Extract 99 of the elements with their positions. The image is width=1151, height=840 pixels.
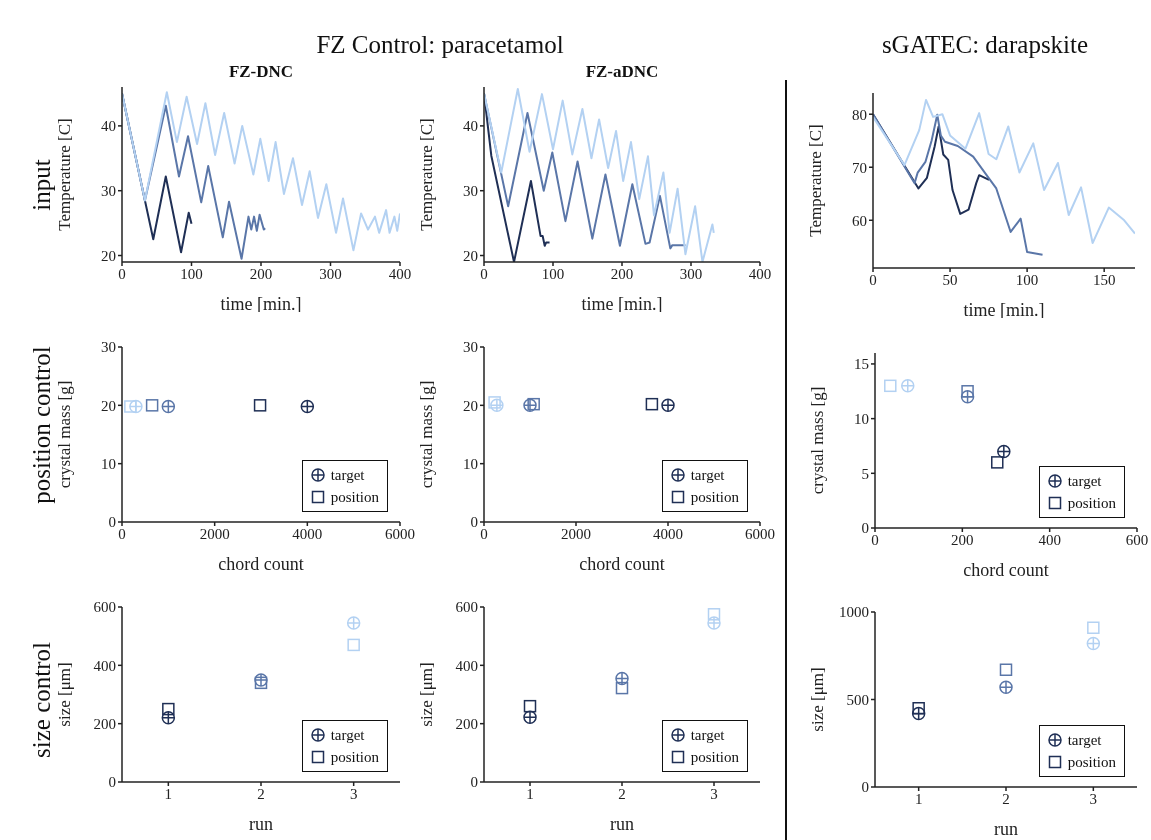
x-axis-title: run <box>249 814 273 834</box>
y-tick-label: 600 <box>93 599 116 616</box>
y-tick-label: 70 <box>852 159 867 176</box>
x-tick-label: 2 <box>257 785 265 802</box>
y-tick-label: 500 <box>846 691 869 708</box>
y-tick-label: 200 <box>455 715 478 732</box>
y-tick-label: 10 <box>854 410 869 427</box>
y-tick-label: 40 <box>101 118 116 135</box>
y-tick-label: 600 <box>455 599 478 616</box>
legend-label: target <box>330 466 365 485</box>
chart-title: sGATEC: darapskite <box>881 31 1089 59</box>
x-tick-label: 4000 <box>292 525 323 542</box>
legend-label: position <box>330 488 379 507</box>
legend-label: position <box>690 488 739 507</box>
x-tick-label: 6000 <box>745 525 775 542</box>
y-tick-label: 15 <box>854 356 869 373</box>
y-tick-label: 5 <box>861 465 869 482</box>
chart-title: FZ-DNC <box>228 62 294 82</box>
legend-label: target <box>1067 731 1102 750</box>
x-tick-label: 4000 <box>653 525 683 542</box>
x-tick-label: 100 <box>1015 271 1039 288</box>
chart-title: FZ-aDNC <box>585 62 659 82</box>
x-tick-label: 3 <box>1089 790 1098 807</box>
y-tick-label: 400 <box>93 657 116 674</box>
y-axis-title: size [μm] <box>55 662 75 727</box>
y-axis-title: crystal mass [g] <box>808 386 828 495</box>
x-tick-label: 400 <box>748 265 772 282</box>
y-axis-title: Temperature [C] <box>806 124 826 237</box>
y-axis-title: size [μm] <box>808 667 828 732</box>
x-tick-label: 200 <box>249 265 273 282</box>
y-axis-title: size [μm] <box>417 662 437 727</box>
y-tick-label: 0 <box>108 774 116 791</box>
legend-label: target <box>690 726 725 745</box>
x-tick-label: 3 <box>349 785 358 802</box>
x-tick-label: 3 <box>710 785 718 802</box>
y-axis-title: Temperature [C] <box>55 118 75 231</box>
legend-label: target <box>690 466 725 485</box>
text: position control <box>28 346 56 504</box>
x-axis-title: run <box>610 814 634 834</box>
y-tick-label: 0 <box>470 774 478 791</box>
x-tick-label: 150 <box>1092 271 1116 288</box>
x-axis-title: run <box>994 819 1018 839</box>
x-axis-title: time [min.] <box>220 294 302 314</box>
y-tick-label: 0 <box>470 514 478 531</box>
legend-label: position <box>330 748 379 767</box>
y-tick-label: 0 <box>108 514 116 531</box>
y-tick-label: 20 <box>101 247 116 264</box>
y-tick-label: 30 <box>101 339 116 356</box>
y-tick-label: 20 <box>101 397 116 414</box>
x-axis-title: chord count <box>963 560 1049 580</box>
legend-label: target <box>330 726 365 745</box>
y-tick-label: 30 <box>101 183 116 200</box>
y-tick-label: 1000 <box>839 604 869 621</box>
x-tick-label: 300 <box>319 265 342 282</box>
x-tick-label: 300 <box>679 265 703 282</box>
y-tick-label: 40 <box>463 118 478 135</box>
x-tick-label: 50 <box>942 271 958 288</box>
y-tick-label: 30 <box>463 339 478 356</box>
x-tick-label: 2 <box>1002 790 1010 807</box>
legend-label: target <box>1067 472 1102 491</box>
x-tick-label: 1 <box>164 785 173 802</box>
line-series <box>122 91 400 252</box>
legend-label: position <box>1067 753 1116 772</box>
x-axis-title: chord count <box>579 554 665 574</box>
x-axis-title: time [min.] <box>963 300 1045 320</box>
x-tick-label: 200 <box>610 265 634 282</box>
x-tick-label: 100 <box>541 265 565 282</box>
legend-label: position <box>1067 494 1116 513</box>
x-tick-label: 200 <box>951 531 974 548</box>
y-tick-label: 10 <box>101 455 116 472</box>
y-axis-title: crystal mass [g] <box>55 380 75 489</box>
x-tick-label: 400 <box>388 265 412 282</box>
y-tick-label: 10 <box>463 455 478 472</box>
line-series <box>873 113 1044 256</box>
y-tick-label: 20 <box>463 247 478 264</box>
x-tick-label: 2 <box>618 785 626 802</box>
y-tick-label: 20 <box>463 397 478 414</box>
x-axis-title: time [min.] <box>581 294 663 314</box>
x-axis-title: chord count <box>218 554 304 574</box>
y-tick-label: 30 <box>463 183 478 200</box>
x-tick-label: 600 <box>1125 531 1149 548</box>
y-tick-label: 200 <box>93 715 116 732</box>
text: FZ Control: paracetamol <box>316 31 564 59</box>
x-tick-label: 1 <box>526 785 534 802</box>
y-tick-label: 60 <box>852 212 867 229</box>
x-tick-label: 2000 <box>561 525 591 542</box>
text: size control <box>28 642 56 758</box>
x-tick-label: 2000 <box>199 525 230 542</box>
y-axis-title: crystal mass [g] <box>417 380 437 489</box>
y-axis-title: Temperature [C] <box>417 118 437 231</box>
line-series <box>873 98 1135 245</box>
y-tick-label: 400 <box>455 657 478 674</box>
x-tick-label: 1 <box>914 790 923 807</box>
x-tick-label: 100 <box>180 265 203 282</box>
x-tick-label: 6000 <box>385 525 415 542</box>
legend-label: position <box>690 748 739 767</box>
x-tick-label: 400 <box>1038 531 1061 548</box>
text: input <box>28 159 56 211</box>
y-tick-label: 80 <box>852 106 867 123</box>
